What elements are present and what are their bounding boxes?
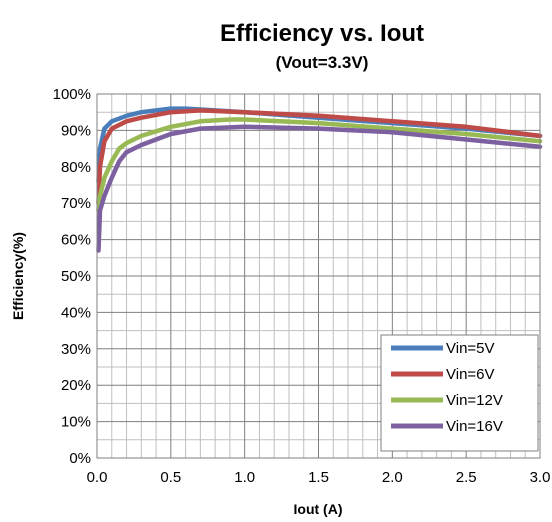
y-tick-label: 100% bbox=[53, 86, 91, 103]
legend-label: Vin=6V bbox=[446, 366, 495, 383]
legend-label: Vin=16V bbox=[446, 418, 503, 435]
x-tick-label: 2.5 bbox=[456, 469, 477, 486]
y-tick-label: 20% bbox=[61, 377, 91, 394]
x-tick-label: 0.5 bbox=[160, 469, 181, 486]
y-tick-label: 10% bbox=[61, 414, 91, 431]
legend-box bbox=[380, 334, 539, 452]
chart-subtitle: (Vout=3.3V) bbox=[276, 53, 369, 72]
series-layer bbox=[96, 106, 543, 253]
x-tick-label: 2.0 bbox=[382, 469, 403, 486]
legend: Vin=5V Vin=6V Vin=12V Vin=16V bbox=[380, 334, 539, 452]
y-tick-label: 40% bbox=[61, 304, 91, 321]
y-tick-label: 60% bbox=[61, 232, 91, 249]
x-tick-label: 1.5 bbox=[308, 469, 329, 486]
x-axis-ticks: 0.0 0.5 1.0 1.5 2.0 2.5 3.0 bbox=[87, 469, 551, 486]
x-tick-label: 1.0 bbox=[234, 469, 255, 486]
series-line-2 bbox=[96, 108, 543, 206]
x-tick-label: 0.0 bbox=[87, 469, 108, 486]
y-tick-label: 90% bbox=[61, 122, 91, 139]
series-line-3 bbox=[96, 117, 543, 213]
y-tick-label: 0% bbox=[69, 450, 91, 467]
x-axis-label: Iout (A) bbox=[294, 501, 343, 517]
y-tick-label: 30% bbox=[61, 341, 91, 358]
y-axis-ticks: 0% 10% 20% 30% 40% 50% 60% 70% 80% 90% 100% bbox=[53, 86, 91, 467]
x-tick-label: 3.0 bbox=[530, 469, 551, 486]
chart-title: Efficiency vs. Iout bbox=[220, 20, 424, 47]
y-axis-label: Efficiency(%) bbox=[10, 232, 26, 320]
series-line-4 bbox=[96, 124, 543, 253]
legend-label: Vin=5V bbox=[446, 340, 495, 357]
plot-border bbox=[96, 93, 541, 459]
y-tick-label: 80% bbox=[61, 159, 91, 176]
y-tick-label: 70% bbox=[61, 195, 91, 212]
y-tick-label: 50% bbox=[61, 268, 91, 285]
legend-label: Vin=12V bbox=[446, 392, 503, 409]
series-line-1 bbox=[96, 106, 543, 184]
